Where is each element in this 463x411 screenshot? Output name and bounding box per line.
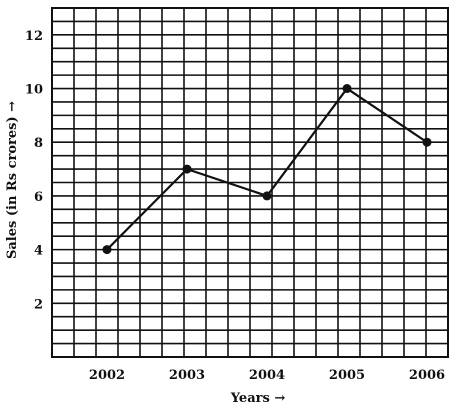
y-tick-label-6: 6 [34,190,43,205]
data-point-2006 [422,137,432,147]
x-tick-label-2002: 2002 [89,368,125,383]
sales-series [102,84,432,255]
data-point-2002 [102,245,112,255]
data-point-2003 [182,164,192,174]
y-tick-label-4: 4 [34,244,43,259]
y-axis-label: Sales (in Rs crores) → [5,101,20,259]
x-axis-label: Years → [230,391,286,406]
x-tick-label-2005: 2005 [329,368,365,383]
x-tick-label-2006: 2006 [409,368,445,383]
data-point-2004 [262,191,272,201]
y-tick-label-2: 2 [34,297,43,312]
chart-grid [51,7,449,358]
x-axis-ticks: 2002 2003 2004 2005 2006 [89,368,445,383]
x-tick-label-2004: 2004 [249,368,285,383]
plot-frame [51,7,449,358]
x-tick-label-2003: 2003 [169,368,205,383]
y-tick-label-12: 12 [25,29,43,44]
y-axis-ticks: 2 4 6 8 10 12 [25,29,43,312]
data-point-2005 [342,84,352,94]
y-tick-label-8: 8 [34,136,43,151]
y-tick-label-10: 10 [25,83,43,98]
